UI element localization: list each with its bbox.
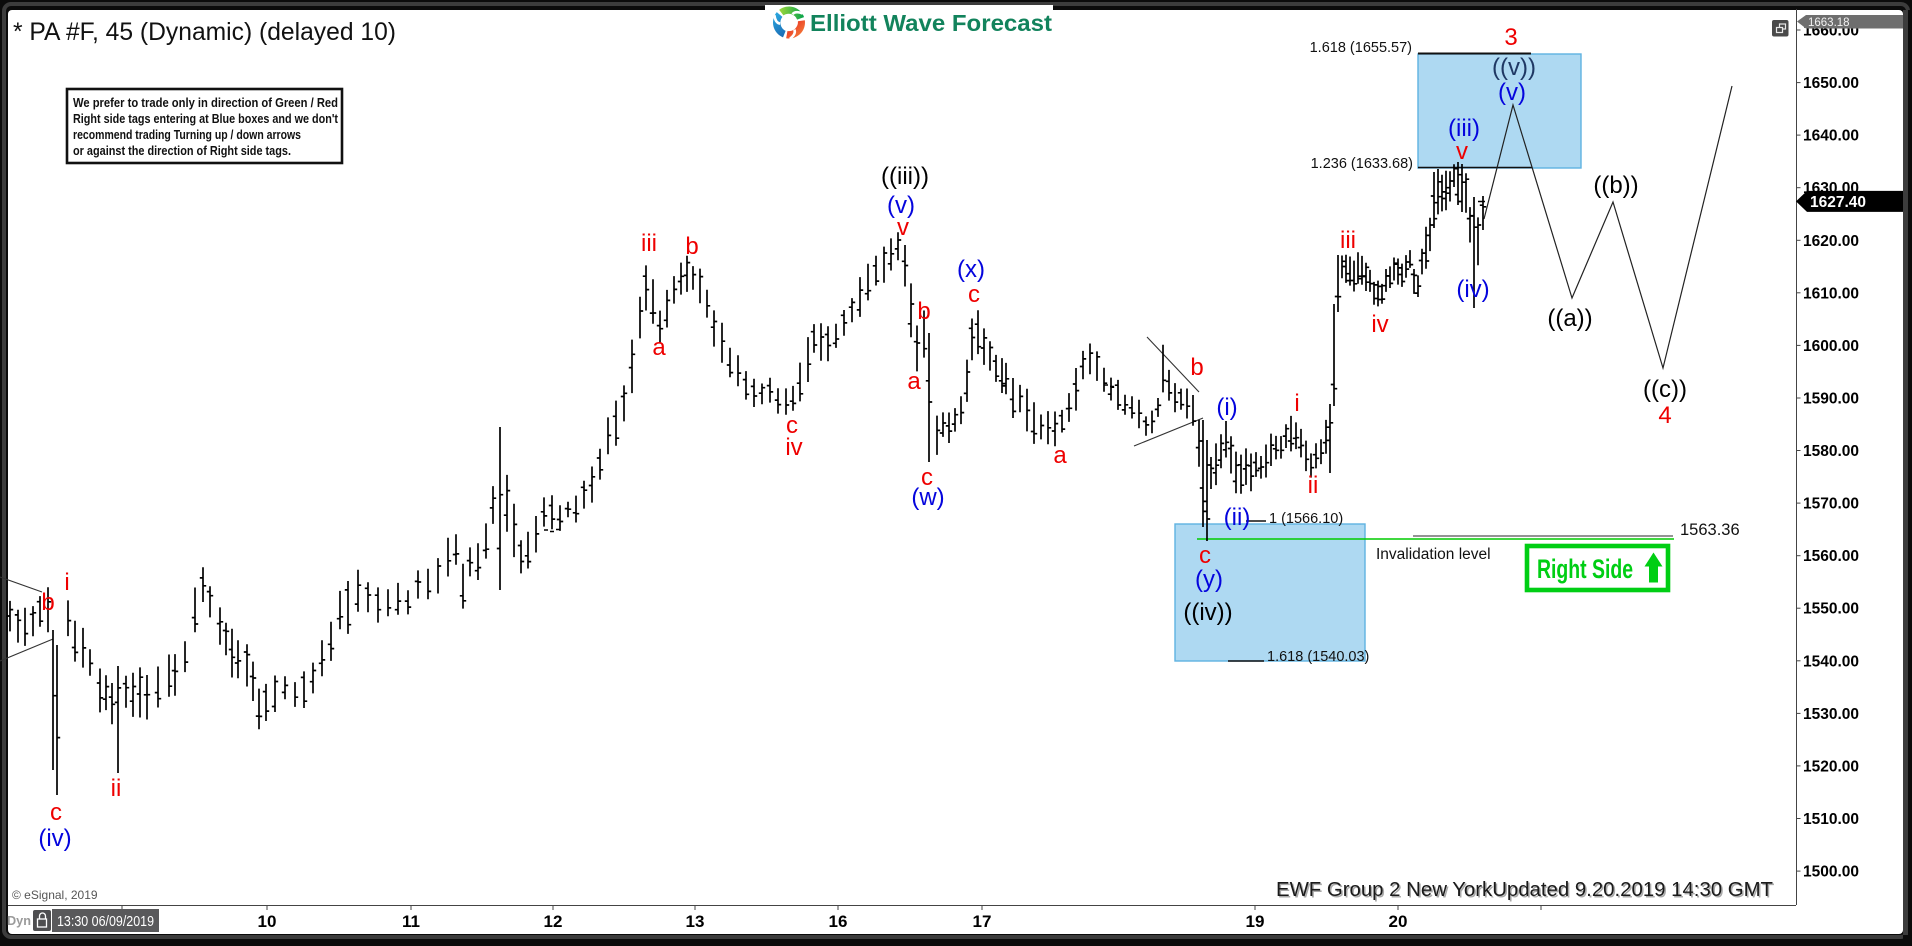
svg-text:((b)): ((b)) (1593, 172, 1638, 199)
svg-text:1 (1566.10): 1 (1566.10) (1269, 511, 1343, 527)
svg-text:1590.00: 1590.00 (1803, 391, 1859, 408)
svg-text:1627.40: 1627.40 (1810, 194, 1866, 211)
svg-text:12: 12 (544, 912, 563, 931)
svg-text:c: c (786, 412, 798, 439)
svg-text:We prefer to trade only in dir: We prefer to trade only in direction of … (73, 96, 338, 110)
svg-text:13: 13 (686, 912, 705, 931)
svg-text:1640.00: 1640.00 (1803, 128, 1859, 145)
svg-text:(v): (v) (887, 192, 915, 219)
svg-text:10: 10 (258, 912, 277, 931)
svg-text:1650.00: 1650.00 (1803, 75, 1859, 92)
svg-text:1520.00: 1520.00 (1803, 758, 1859, 775)
svg-text:1563.36: 1563.36 (1680, 521, 1740, 539)
svg-text:1610.00: 1610.00 (1803, 285, 1859, 302)
svg-text:13:30 06/09/2019: 13:30 06/09/2019 (57, 914, 154, 930)
svg-text:19: 19 (1246, 912, 1265, 931)
svg-text:1550.00: 1550.00 (1803, 601, 1859, 618)
svg-text:i: i (64, 569, 69, 596)
svg-text:b: b (685, 233, 698, 260)
svg-text:1620.00: 1620.00 (1803, 233, 1859, 250)
svg-text:b: b (917, 298, 930, 325)
svg-text:(i): (i) (1216, 394, 1237, 421)
svg-text:4: 4 (1658, 402, 1671, 429)
svg-text:Elliott Wave Forecast: Elliott Wave Forecast (810, 10, 1052, 36)
svg-text:1580.00: 1580.00 (1803, 443, 1859, 460)
svg-text:or against the direction of Ri: or against the direction of Right side t… (73, 144, 291, 158)
svg-text:(iv): (iv) (1456, 276, 1489, 303)
svg-text:v: v (1456, 138, 1468, 165)
svg-text:(iv): (iv) (38, 825, 71, 852)
svg-text:1600.00: 1600.00 (1803, 338, 1859, 355)
svg-text:1570.00: 1570.00 (1803, 496, 1859, 513)
svg-text:b: b (41, 589, 54, 616)
svg-text:Right side tags entering at Bl: Right side tags entering at Blue boxes a… (73, 112, 339, 126)
svg-text:(v): (v) (1498, 79, 1526, 106)
svg-text:c: c (1199, 542, 1211, 569)
svg-text:recommend trading Turning up /: recommend trading Turning up / down arro… (73, 128, 301, 142)
svg-text:c: c (968, 281, 980, 308)
svg-text:i: i (1294, 390, 1299, 417)
svg-text:17: 17 (973, 912, 992, 931)
svg-text:iii: iii (641, 230, 657, 257)
svg-text:((v)): ((v)) (1492, 54, 1536, 81)
svg-text:(ii): (ii) (1224, 504, 1251, 531)
svg-text:© eSignal, 2019: © eSignal, 2019 (12, 888, 98, 902)
svg-text:EWF Group 2 New YorkUpdated 9.: EWF Group 2 New YorkUpdated 9.20.2019 14… (1276, 879, 1773, 901)
svg-text:((a)): ((a)) (1547, 305, 1592, 332)
svg-text:* PA #F, 45 (Dynamic) (delayed: * PA #F, 45 (Dynamic) (delayed 10) (13, 18, 396, 46)
svg-text:a: a (907, 368, 921, 395)
svg-text:Invalidation level: Invalidation level (1376, 546, 1491, 563)
svg-text:iv: iv (785, 434, 802, 461)
svg-text:1500.00: 1500.00 (1803, 864, 1859, 881)
svg-text:1540.00: 1540.00 (1803, 653, 1859, 670)
svg-text:iii: iii (1340, 227, 1356, 254)
svg-text:(x): (x) (957, 256, 985, 283)
svg-text:1560.00: 1560.00 (1803, 548, 1859, 565)
svg-text:1530.00: 1530.00 (1803, 706, 1859, 723)
svg-text:((iii)): ((iii)) (881, 163, 929, 190)
svg-text:iv: iv (1371, 311, 1388, 338)
svg-text:b: b (1190, 354, 1203, 381)
svg-text:11: 11 (402, 912, 420, 931)
svg-text:Right Side: Right Side (1537, 554, 1633, 584)
svg-text:c: c (50, 799, 62, 826)
svg-text:1.618 (1655.57): 1.618 (1655.57) (1310, 40, 1412, 56)
svg-text:((iv)): ((iv)) (1183, 599, 1232, 626)
svg-text:1.618 (1540.03): 1.618 (1540.03) (1267, 649, 1369, 665)
svg-text:ii: ii (111, 775, 122, 802)
svg-text:(w): (w) (911, 484, 944, 511)
svg-text:v: v (897, 214, 909, 241)
svg-text:((c)): ((c)) (1643, 376, 1687, 403)
svg-text:3: 3 (1504, 24, 1517, 51)
svg-text:c: c (921, 464, 933, 491)
svg-text:(y): (y) (1195, 566, 1223, 593)
svg-text:1663.18: 1663.18 (1808, 17, 1850, 29)
svg-text:1510.00: 1510.00 (1803, 811, 1859, 828)
svg-text:ii: ii (1308, 472, 1319, 499)
svg-text:Dyn: Dyn (7, 914, 31, 928)
svg-text:a: a (1053, 442, 1067, 469)
svg-text:1.236 (1633.68): 1.236 (1633.68) (1311, 156, 1413, 172)
svg-text:a: a (652, 334, 666, 361)
svg-text:20: 20 (1389, 912, 1408, 931)
svg-text:(iii): (iii) (1448, 115, 1480, 142)
svg-text:EWF Group 2 New YorkUpdated 9.: EWF Group 2 New YorkUpdated 9.20.2019 14… (1278, 881, 1775, 903)
svg-text:16: 16 (829, 912, 848, 931)
